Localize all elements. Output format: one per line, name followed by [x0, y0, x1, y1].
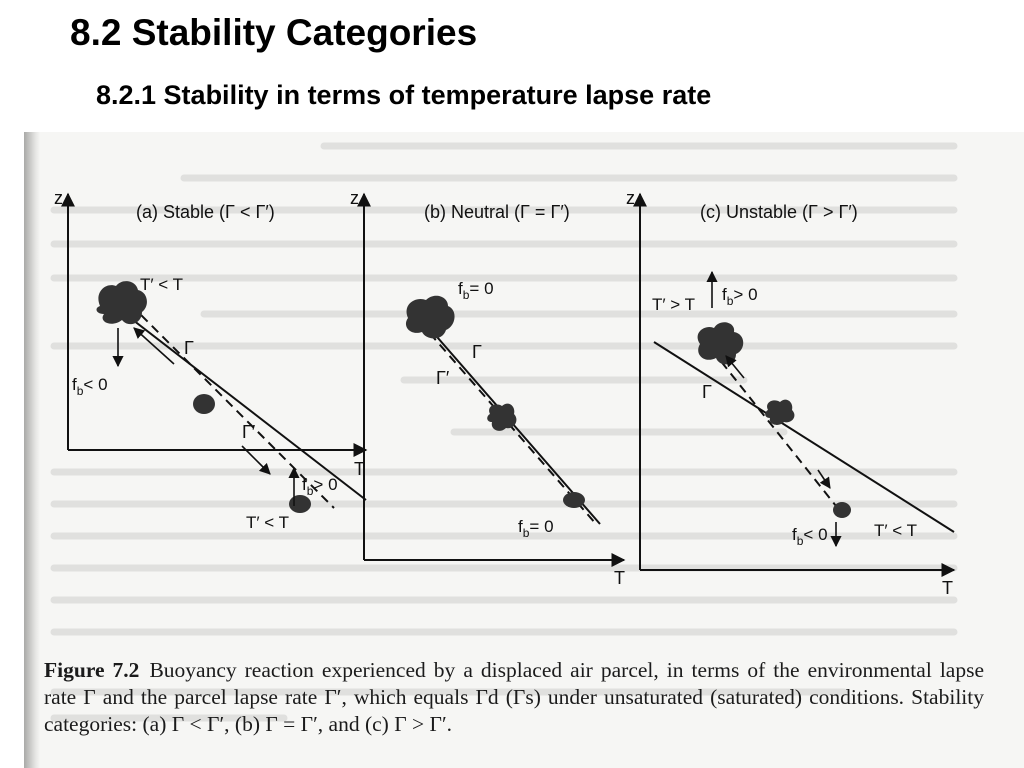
panel-c-upper-force: fb> 0	[722, 285, 758, 308]
panel-a-lower-force: fb> 0	[302, 475, 338, 498]
panel-a-z-label: z	[54, 188, 63, 208]
panel-a-lower-temp: T′ < T	[246, 513, 289, 532]
panel-a-t-label: T	[354, 459, 365, 479]
panel-b-parcel-label: Γ′	[436, 368, 450, 388]
panel-a-heading: (a) Stable (Γ < Γ′)	[136, 202, 275, 222]
panel-c-environment-line	[653, 341, 955, 533]
panel-c-parcel-middle	[765, 399, 795, 425]
scan-page-edge	[24, 132, 40, 768]
panel-a: z T (a) Stable (Γ < Γ′) T′ < T fb< 0 Γ Γ…	[54, 188, 368, 532]
lapse-rate-figure: z T (a) Stable (Γ < Γ′) T′ < T fb< 0 Γ Γ…	[54, 188, 956, 598]
panel-a-env-label: Γ	[184, 338, 194, 358]
panel-b-env-label: Γ	[472, 342, 482, 362]
panel-b-lower-force: fb= 0	[518, 517, 554, 540]
panel-c-parcel-lower	[833, 502, 851, 518]
panel-b: z T (b) Neutral (Γ = Γ′) fb= 0 Γ Γ′ fb= …	[350, 188, 626, 588]
panel-c-upper-temp: T′ > T	[652, 295, 695, 314]
panel-c-sink-arrow	[817, 469, 831, 489]
panel-b-upper-force: fb= 0	[458, 279, 494, 302]
panel-b-z-label: z	[350, 188, 359, 208]
panel-c-rise-arrow	[725, 355, 745, 379]
panel-b-parcel-upper	[405, 295, 455, 339]
panel-c-t-label: T	[942, 578, 953, 598]
slide-subtitle: 8.2.1 Stability in terms of temperature …	[96, 80, 712, 110]
slide-title: 8.2 Stability Categories	[70, 12, 478, 53]
panel-a-parcel-upper	[96, 281, 147, 325]
panel-c: z T (c) Unstable (Γ > Γ′) T′ > T fb> 0 Γ…	[626, 188, 956, 598]
panel-a-sink-arrow	[241, 445, 271, 475]
panel-c-heading: (c) Unstable (Γ > Γ′)	[700, 202, 858, 222]
show-through-texture	[50, 142, 958, 722]
panel-c-parcel-upper	[697, 322, 744, 365]
panel-c-z-label: z	[626, 188, 635, 208]
panel-c-lower-temp: T′ < T	[874, 521, 917, 540]
figure-caption-text: Buoyancy reaction experienced by a displ…	[44, 657, 985, 736]
panel-a-parcel-label: Γ′	[242, 422, 256, 442]
panel-a-parcel-middle	[193, 394, 215, 414]
panel-c-parcel-path	[711, 349, 837, 507]
panel-a-environment-line	[119, 309, 367, 501]
panel-b-t-label: T	[614, 568, 625, 588]
panel-c-env-label: Γ	[702, 382, 712, 402]
panel-b-parcel-middle	[487, 403, 517, 431]
figure-caption-label: Figure 7.2	[44, 657, 140, 682]
panel-a-rise-arrow	[133, 327, 175, 365]
panel-b-heading: (b) Neutral (Γ = Γ′)	[424, 202, 570, 222]
panel-c-lower-force: fb< 0	[792, 525, 828, 548]
figure-caption: Figure 7.2 Buoyancy reaction experienced …	[44, 657, 984, 738]
panel-a-parcel-path	[119, 293, 335, 509]
panel-a-upper-force: fb< 0	[72, 375, 108, 398]
scanned-figure: z T (a) Stable (Γ < Γ′) T′ < T fb< 0 Γ Γ…	[24, 132, 1024, 768]
panel-b-parcel-lower	[563, 492, 585, 508]
panel-a-upper-temp: T′ < T	[140, 275, 183, 294]
